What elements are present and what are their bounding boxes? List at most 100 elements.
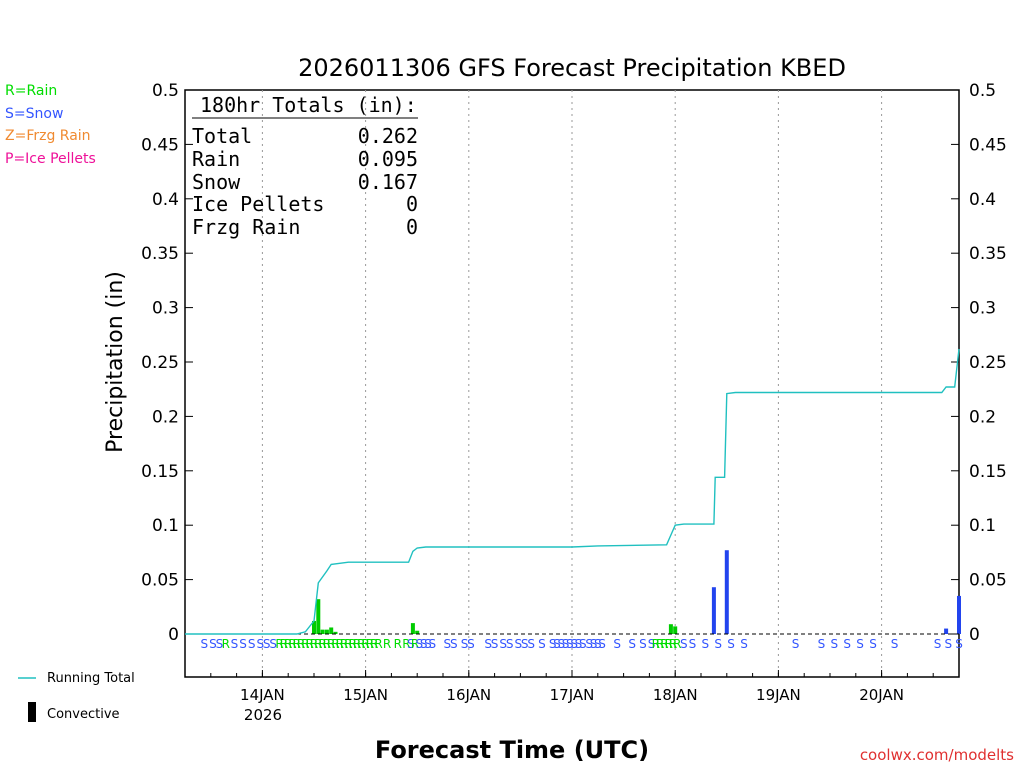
legend-freezing-rain: Z=Frzg Rain [5,128,91,144]
totals-value-total: 0.262 [358,124,418,148]
x-tick-label: 14JAN [240,686,285,704]
ptype-label: S [570,637,578,651]
totals-label-ice-pellets: Ice Pellets [192,192,324,216]
ptype-label: R [349,637,357,651]
ptype-label: R [293,637,301,651]
rain-bar [673,626,678,634]
ptype-label: R [222,637,230,651]
ptype-label: R [297,637,305,651]
y-tick-label-right: 0.3 [969,299,996,319]
ptype-label: S [689,637,697,651]
ptype-label: R [336,637,344,651]
ptype-label: S [527,637,535,651]
vertical-grid [261,90,883,677]
y-tick-label-right: 0.5 [969,81,996,101]
ptype-label: S [628,637,636,651]
x-year-label: 2026 [244,706,282,724]
ptype-label: R [318,637,326,651]
bottom-legend: Running Total Convective [18,671,135,722]
rain-bar [324,629,329,634]
ptype-legend: R=Rain S=Snow Z=Frzg Rain P=Ice Pellets [5,83,96,167]
y-tick-label-left: 0.1 [152,516,179,536]
x-tick-label: 20JAN [859,686,904,704]
ptype-label: R [275,637,283,651]
ptype-label: S [792,637,800,651]
y-tick-label-right: 0 [969,625,980,645]
ptype-label: S [585,637,593,651]
ptype-label: S [209,637,217,651]
y-tick-label-right: 0.2 [969,407,996,427]
ptype-label: R [327,637,335,651]
totals-label-freezing-rain: Frzg Rain [192,215,300,239]
ptype-label: S [830,637,838,651]
ptype-label: S [239,637,247,651]
ptype-label: S [869,637,877,651]
y-tick-label-left: 0.4 [152,190,179,210]
legend-ice-pellets: P=Ice Pellets [5,151,96,167]
ptype-label: R [353,637,361,651]
ptype-label: S [506,637,514,651]
ptype-label: R [314,637,322,651]
ptype-label: R [411,637,419,651]
ptype-label: R [394,637,402,651]
ptype-label: S [579,637,587,651]
ptype-label: R [402,637,410,651]
ptype-label: S [701,637,709,651]
ptype-label: S [727,637,735,651]
ptype-label: S [818,637,826,651]
site-credit: coolwx.com/modelts [860,746,1014,764]
ptype-label: S [934,637,942,651]
y-axis-label: Precipitation (in) [103,271,128,453]
ptype-label: S [461,637,469,651]
ptype-label: S [424,637,432,651]
y-tick-label-left: 0.05 [141,571,179,591]
ptype-label: S [467,637,475,651]
x-tick-label: 18JAN [653,686,698,704]
totals-label-rain: Rain [192,147,240,171]
y-tick-label-left: 0.2 [152,407,179,427]
rain-bar [668,624,673,634]
totals-value-rain: 0.095 [358,147,418,171]
ptype-label: S [680,637,688,651]
ptype-label: S [491,637,499,651]
ptype-label: R [361,637,369,651]
x-axis: 14JAN 15JAN 16JAN 17JAN 18JAN 19JAN 20JAN [184,670,960,704]
ptype-label: R [301,637,309,651]
ptype-label: R [288,637,296,651]
legend-rain: R=Rain [5,83,57,99]
ptype-label: S [549,637,557,651]
x-tick-label: 15JAN [343,686,388,704]
totals-value-ice-pellets: 0 [406,192,418,216]
ptype-label: S [648,637,656,651]
totals-value-snow: 0.167 [358,170,418,194]
ptype-label: S [450,637,458,651]
y-tick-label-left: 0.15 [141,462,179,482]
totals-header: 180hr Totals (in): [200,93,417,117]
ptype-label: S [955,637,963,651]
ptype-label: S [248,637,256,651]
ptype-label: S [843,637,851,651]
ptype-label: R [660,637,668,651]
convective-legend-label: Convective [47,707,120,722]
totals-value-freezing-rain: 0 [406,215,418,239]
y-axis-right: 0 0.05 0.1 0.15 0.2 0.25 0.3 0.35 0.4 0.45 0.5 [951,81,1007,645]
ptype-label: S [499,637,507,651]
rain-bar [312,620,316,634]
ptype-label: S [428,637,436,651]
ptype-label: S [256,637,264,651]
totals-box: 180hr Totals (in): Total 0.262 Rain 0.09… [192,93,418,239]
rain-bar [410,623,415,634]
snow-bar [724,550,729,634]
ptype-label: S [407,637,415,651]
y-tick-label-left: 0 [168,625,179,645]
y-tick-label-left: 0.25 [141,353,179,373]
rain-bar [415,630,420,634]
ptype-label: S [566,637,574,651]
ptype-label: R [383,637,391,651]
y-tick-label-right: 0.4 [969,190,996,210]
rain-bar [333,631,338,634]
ptype-label: R [357,637,365,651]
ptype-label: S [740,637,748,651]
ptype-label: R [331,637,339,651]
